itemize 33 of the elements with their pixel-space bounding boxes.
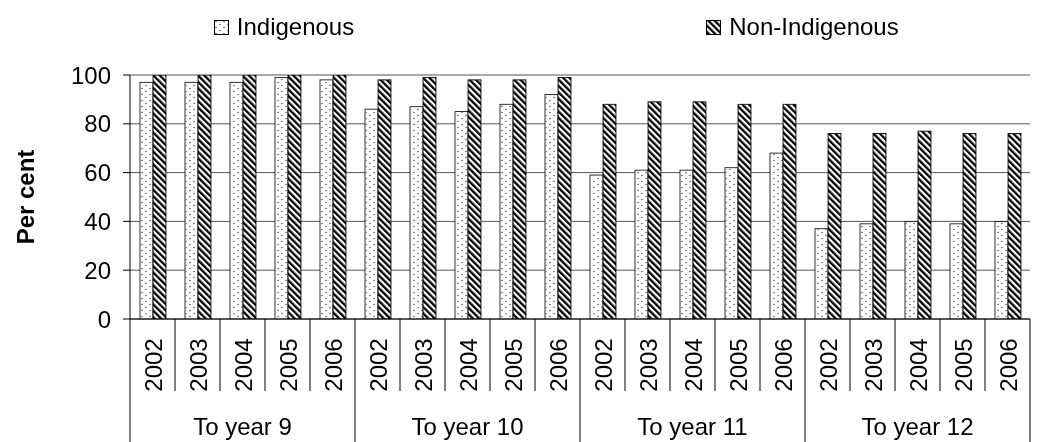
x-tick-label: 2003 [634, 338, 661, 392]
x-tick-label: 2002 [814, 338, 841, 392]
x-tick-label: 2003 [409, 338, 436, 392]
x-tick-label: 2005 [949, 338, 976, 392]
y-tick-label: 40 [84, 207, 111, 235]
y-axis-title: Per cent [11, 149, 39, 245]
text: To year 10 [410, 413, 525, 441]
text: To year 12 [860, 413, 975, 441]
x-tick-label: 2005 [724, 338, 751, 392]
x-tick-label: 2003 [184, 338, 211, 392]
x-tick-label: 2004 [229, 338, 256, 392]
x-tick-label: 2002 [589, 338, 616, 392]
y-tick-label: 20 [84, 256, 111, 284]
x-tick-label: 2002 [364, 338, 391, 392]
legend-label: Non-Indigenous [729, 13, 899, 41]
text: To year 9 [192, 413, 293, 441]
x-tick-label: 2002 [139, 338, 166, 392]
x-tick-label: 2004 [454, 338, 481, 392]
x-tick-label: 2006 [544, 338, 571, 392]
x-tick-label: 2006 [769, 338, 796, 392]
text: To year 11 [636, 413, 749, 441]
y-tick-label: 60 [84, 159, 111, 187]
x-tick-label: 2006 [994, 338, 1021, 392]
x-tick-label: 2004 [679, 338, 706, 392]
x-tick-label: 2005 [499, 338, 526, 392]
y-tick-label: 80 [84, 110, 111, 138]
x-tick-label: 2003 [859, 338, 886, 392]
x-tick-label: 2005 [274, 338, 301, 392]
y-tick-label: 100 [70, 61, 111, 89]
x-tick-label: 2004 [904, 338, 931, 392]
x-tick-label: 2006 [319, 338, 346, 392]
y-tick-label: 0 [97, 305, 111, 333]
legend-label: Indigenous [236, 13, 355, 41]
